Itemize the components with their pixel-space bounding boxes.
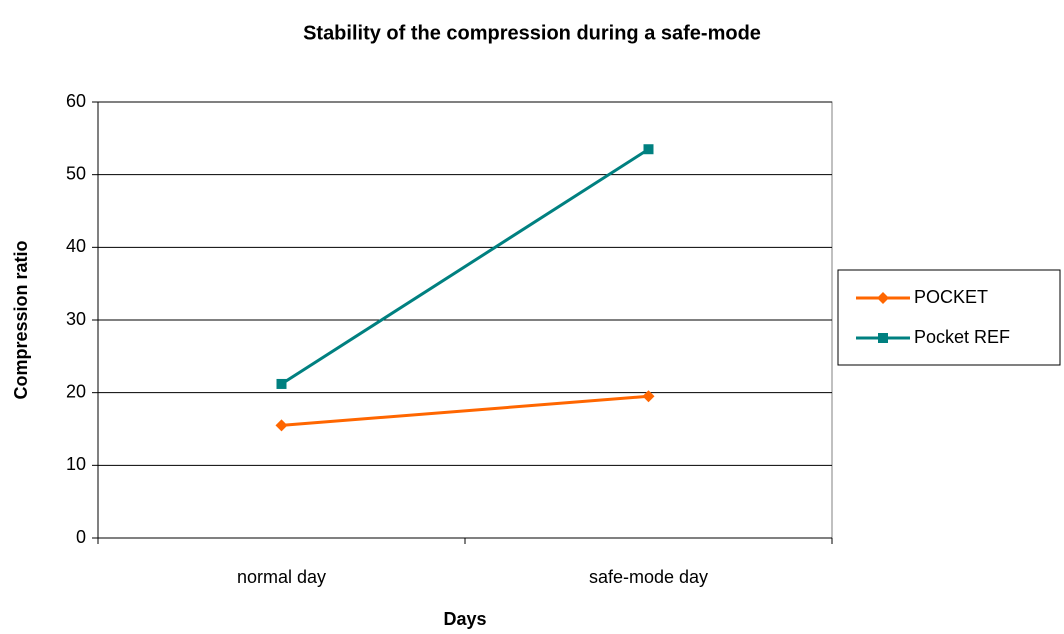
y-tick-label: 60 [66,91,86,111]
y-tick-label: 20 [66,381,86,401]
legend-label: Pocket REF [914,327,1010,347]
data-point [642,390,655,403]
legend-label: POCKET [914,287,988,307]
legend-box [837,269,1061,366]
legend-marker [877,292,889,304]
x-tick-label: normal day [237,567,326,587]
y-axis-label: Compression ratio [11,240,31,399]
y-tick-label: 30 [66,309,86,329]
y-tick-label: 10 [66,454,86,474]
y-tick-label: 50 [66,163,86,183]
y-tick-label: 40 [66,236,86,256]
chart-title: Stability of the compression during a sa… [303,22,761,44]
data-point [276,378,287,389]
series-line [281,394,649,427]
data-point [643,144,654,155]
y-tick-label: 0 [76,527,86,547]
x-axis-label: Days [443,609,486,629]
x-tick-label: safe-mode day [589,567,708,587]
series-line [280,147,650,386]
data-point [275,419,288,432]
legend-marker [878,333,888,343]
